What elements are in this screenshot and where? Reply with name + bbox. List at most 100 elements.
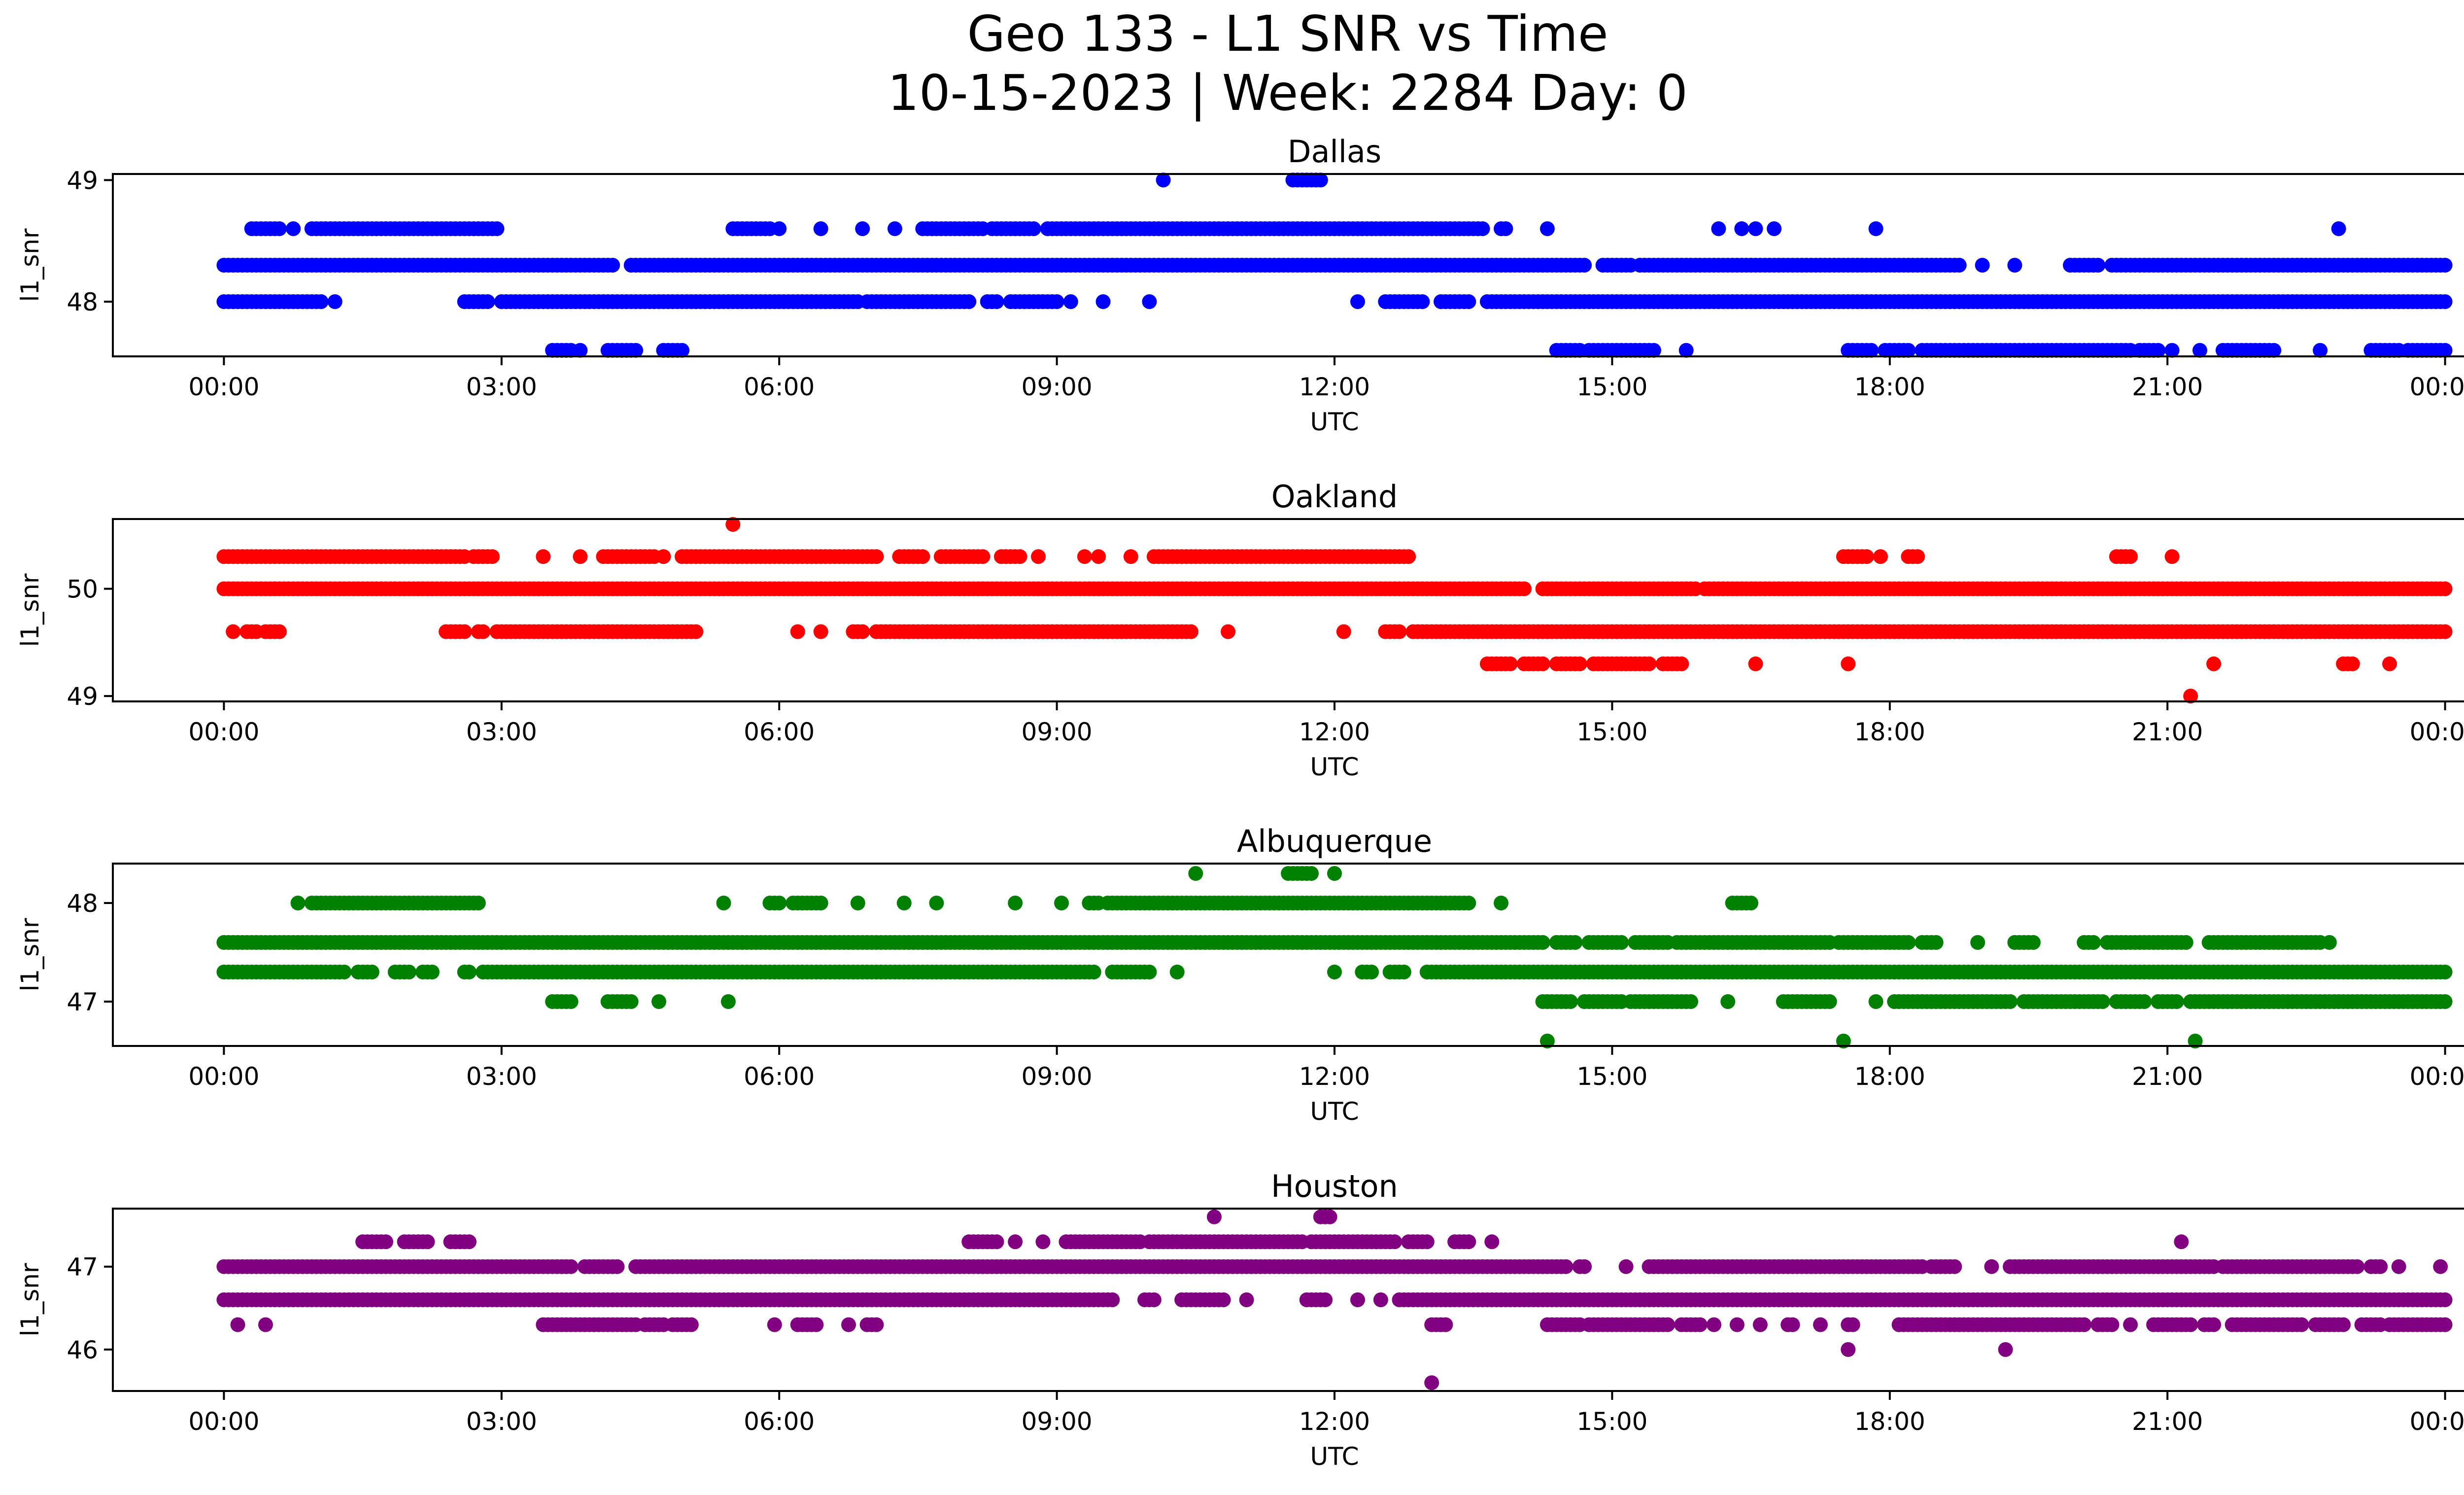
data-point bbox=[2183, 689, 2198, 704]
data-point bbox=[1049, 294, 1064, 309]
data-point bbox=[2437, 294, 2453, 309]
data-point bbox=[975, 549, 991, 564]
data-point bbox=[1424, 1375, 1439, 1391]
data-point bbox=[1947, 1259, 1962, 1274]
data-point bbox=[1752, 1317, 1768, 1332]
x-tick-label: 00:00 bbox=[188, 373, 259, 401]
data-point bbox=[2437, 258, 2453, 273]
data-point bbox=[1461, 294, 1476, 309]
subplot-title: Albuquerque bbox=[1237, 823, 1432, 859]
data-point bbox=[1614, 935, 1629, 950]
data-point bbox=[2437, 343, 2453, 358]
data-point bbox=[258, 1317, 273, 1332]
data-point bbox=[286, 221, 301, 236]
data-point bbox=[489, 221, 505, 236]
data-point bbox=[1498, 221, 1513, 236]
data-point bbox=[2373, 1259, 2388, 1274]
data-point bbox=[772, 221, 787, 236]
scatter-points bbox=[216, 173, 2453, 358]
data-point bbox=[364, 965, 379, 979]
x-tick-label: 21:00 bbox=[2132, 1407, 2203, 1436]
x-tick-label: 12:00 bbox=[1299, 373, 1370, 401]
data-point bbox=[1419, 1234, 1435, 1250]
data-point bbox=[716, 896, 731, 910]
data-point bbox=[850, 896, 865, 910]
data-point bbox=[1568, 935, 1583, 950]
data-point bbox=[1123, 549, 1138, 564]
data-point bbox=[2174, 1234, 2189, 1250]
data-point bbox=[2206, 656, 2222, 671]
data-point bbox=[2336, 1317, 2351, 1332]
data-point bbox=[1026, 221, 1041, 236]
y-tick-label: 48 bbox=[67, 889, 98, 918]
data-point bbox=[855, 221, 870, 236]
data-point bbox=[1984, 1259, 1999, 1274]
data-point bbox=[462, 1234, 477, 1250]
data-point bbox=[1206, 1209, 1222, 1224]
x-tick-label: 03:00 bbox=[466, 373, 537, 401]
data-point bbox=[813, 896, 828, 910]
data-point bbox=[2188, 1034, 2203, 1048]
data-point bbox=[915, 549, 930, 564]
data-point bbox=[485, 549, 500, 564]
data-point bbox=[1239, 1292, 1254, 1307]
data-point bbox=[1841, 656, 1856, 671]
data-point bbox=[2345, 656, 2360, 671]
data-point bbox=[1475, 221, 1490, 236]
data-point bbox=[480, 294, 495, 309]
data-point bbox=[1313, 173, 1328, 188]
data-point bbox=[1970, 935, 1985, 950]
data-point bbox=[1975, 258, 1990, 273]
data-point bbox=[1683, 994, 1698, 1009]
data-point bbox=[1188, 866, 1203, 881]
x-tick-label: 03:00 bbox=[466, 1062, 537, 1091]
data-point bbox=[1183, 624, 1198, 639]
data-point bbox=[1327, 866, 1342, 881]
data-point bbox=[424, 965, 440, 979]
data-point bbox=[1729, 1317, 1745, 1332]
data-point bbox=[563, 994, 579, 1009]
subplot-title: Houston bbox=[1271, 1168, 1398, 1204]
data-point bbox=[1008, 896, 1023, 910]
data-point bbox=[869, 549, 884, 564]
data-point bbox=[1711, 221, 1726, 236]
data-point bbox=[573, 343, 588, 358]
data-point bbox=[813, 624, 828, 639]
data-point bbox=[1822, 994, 1837, 1009]
x-tick-label: 18:00 bbox=[1854, 1062, 1925, 1091]
x-tick-label: 06:00 bbox=[744, 1062, 815, 1091]
data-point bbox=[2164, 549, 2180, 564]
data-point bbox=[272, 221, 287, 236]
data-point bbox=[1336, 624, 1351, 639]
data-point bbox=[2437, 1317, 2453, 1332]
data-point bbox=[2433, 1259, 2448, 1274]
data-point bbox=[1373, 1292, 1388, 1307]
data-point bbox=[1767, 221, 1782, 236]
data-point bbox=[337, 965, 352, 979]
data-point bbox=[1577, 258, 1592, 273]
data-point bbox=[2183, 1317, 2198, 1332]
data-point bbox=[1563, 994, 1578, 1009]
data-point bbox=[1012, 549, 1027, 564]
data-point bbox=[869, 1317, 884, 1332]
data-point bbox=[1142, 965, 1157, 979]
data-point bbox=[1031, 549, 1046, 564]
x-tick-label: 09:00 bbox=[1022, 1407, 1093, 1436]
y-tick-label: 49 bbox=[67, 682, 98, 711]
data-point bbox=[2350, 1259, 2365, 1274]
data-point bbox=[1415, 294, 1430, 309]
data-point bbox=[2077, 1317, 2092, 1332]
data-point bbox=[1748, 221, 1763, 236]
data-point bbox=[2123, 549, 2138, 564]
data-point bbox=[1540, 221, 1555, 236]
data-point bbox=[1461, 1234, 1476, 1250]
x-tick-label: 18:00 bbox=[1854, 1407, 1925, 1436]
data-point bbox=[1392, 624, 1407, 639]
data-point bbox=[887, 221, 902, 236]
data-point bbox=[1494, 896, 1508, 910]
x-tick-label: 09:00 bbox=[1022, 373, 1093, 401]
figure-title-line2: 10-15-2023 | Week: 2284 Day: 0 bbox=[888, 64, 1687, 122]
data-point bbox=[2086, 935, 2101, 950]
